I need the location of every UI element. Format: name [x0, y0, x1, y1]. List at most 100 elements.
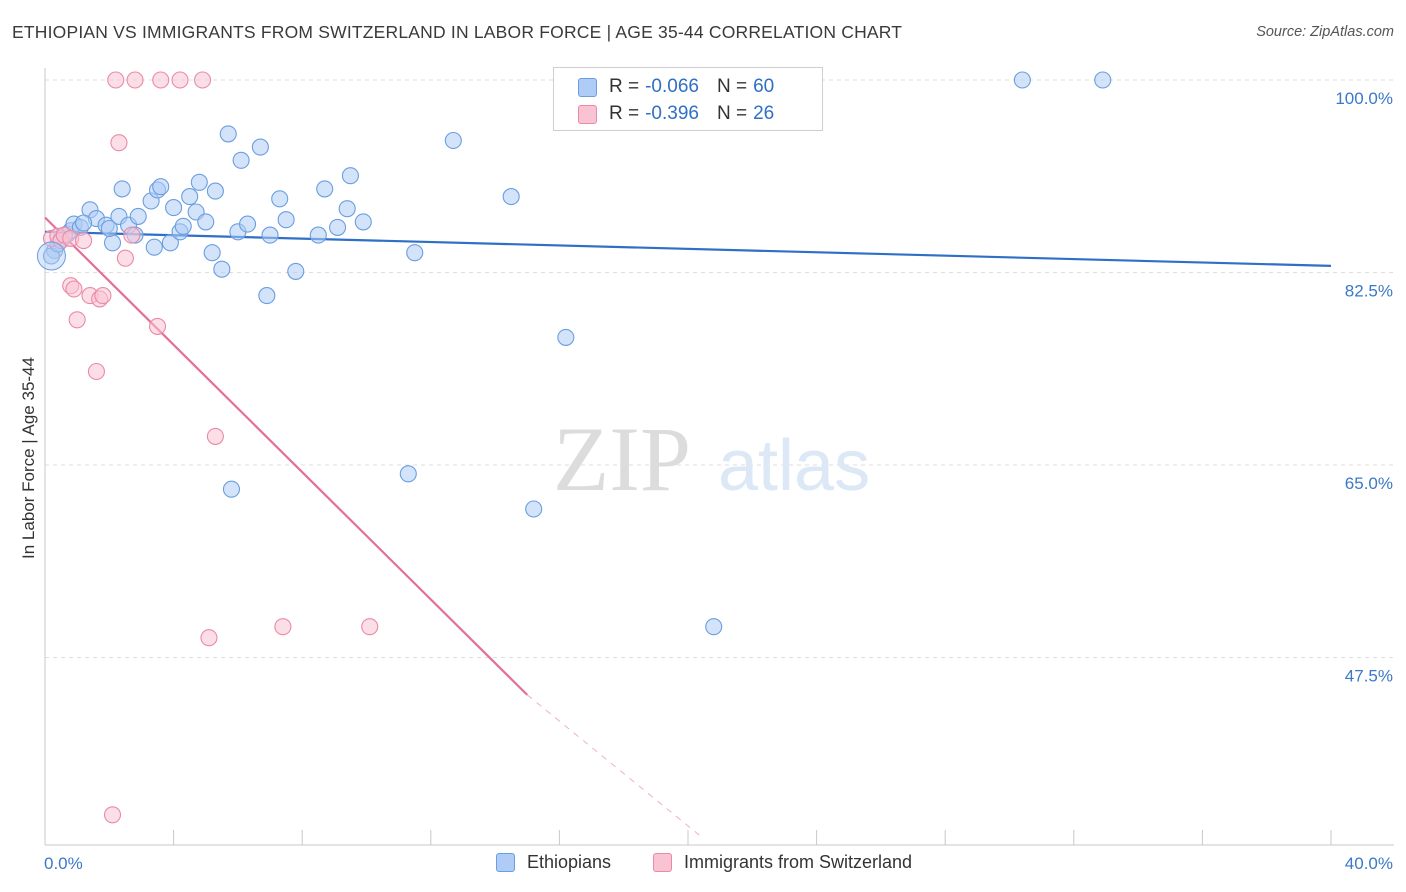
point-ethiopians [1094, 71, 1112, 89]
legend-item-switzerland[interactable]: Immigrants from Switzerland [653, 852, 912, 873]
stats-legend: R = -0.066 N = 60 R = -0.396 N = 26 [553, 67, 823, 131]
series-legend: Ethiopians Immigrants from Switzerland [0, 852, 1406, 878]
point-switzerland [152, 71, 170, 89]
point-switzerland [206, 427, 224, 445]
point-ethiopians [705, 618, 723, 636]
y-tick-label: 65.0% [1345, 474, 1393, 493]
legend-r-label: R = [609, 76, 640, 97]
point-ethiopians [341, 167, 359, 185]
point-ethiopians [444, 131, 462, 150]
legend-r-value: -0.066 [645, 76, 699, 97]
point-ethiopians [557, 328, 575, 346]
point-ethiopians [197, 213, 215, 231]
point-ethiopians [1013, 71, 1031, 89]
point-switzerland [171, 71, 189, 89]
trend-line [44, 216, 529, 696]
point-ethiopians [238, 215, 257, 233]
legend-n-label: N = [716, 103, 748, 124]
legend-n-label: N = [716, 76, 748, 97]
point-switzerland [110, 134, 128, 152]
point-ethiopians [222, 480, 241, 498]
point-switzerland [274, 618, 292, 636]
point-ethiopians [152, 178, 170, 196]
x-tick-label: 0.0% [44, 854, 83, 873]
point-ethiopians [525, 500, 543, 518]
chart-title: ETHIOPIAN VS IMMIGRANTS FROM SWITZERLAND… [12, 22, 903, 42]
legend-swatch-switzerland [653, 853, 672, 872]
gridlines [45, 79, 1394, 658]
point-ethiopians [161, 234, 179, 252]
point-switzerland [107, 71, 125, 89]
point-ethiopians [338, 200, 356, 218]
axes [44, 68, 1394, 846]
trend-lines [44, 216, 1332, 840]
tick-labels: 100.0% 82.5% 65.0% 47.5% 0.0% 40.0% [44, 89, 1393, 873]
point-switzerland [94, 287, 112, 305]
point-switzerland [103, 806, 122, 824]
point-ethiopians [232, 151, 250, 169]
legend-item-ethiopians[interactable]: Ethiopians [496, 852, 611, 873]
point-switzerland [193, 71, 212, 89]
data-points [36, 71, 1112, 824]
y-tick-label: 47.5% [1345, 667, 1393, 686]
legend-row-switzerland: R = -0.396 N = 26 [578, 102, 774, 126]
point-switzerland [200, 629, 218, 647]
point-switzerland [75, 232, 93, 250]
point-ethiopians [75, 214, 93, 232]
source-label: Source: ZipAtlas.com [1256, 24, 1394, 40]
point-ethiopians [129, 207, 147, 225]
legend-swatch-ethiopians [496, 853, 515, 872]
point-ethiopians [203, 244, 221, 262]
point-switzerland [87, 362, 105, 381]
x-tick-label: 40.0% [1345, 854, 1393, 873]
point-ethiopians [309, 226, 327, 244]
point-switzerland [65, 280, 83, 298]
y-tick-label: 100.0% [1335, 89, 1393, 108]
point-switzerland [148, 317, 167, 335]
legend-row-ethiopians: R = -0.066 N = 60 [578, 75, 774, 99]
legend-n-value: 60 [753, 76, 775, 97]
point-switzerland [123, 226, 141, 244]
point-ethiopians [165, 199, 183, 217]
y-tick-label: 82.5% [1345, 282, 1393, 301]
point-ethiopians [190, 173, 208, 191]
point-ethiopians [100, 219, 118, 238]
point-switzerland [361, 618, 379, 636]
watermark-zip: ZIP [553, 408, 691, 510]
point-ethiopians [181, 188, 199, 206]
point-ethiopians [113, 180, 131, 198]
watermark-atlas: atlas [718, 426, 870, 506]
point-ethiopians [174, 217, 192, 235]
point-ethiopians [261, 226, 279, 244]
point-ethiopians [316, 180, 334, 198]
legend-r-label: R = [609, 103, 640, 124]
watermark: ZIP atlas [553, 408, 870, 510]
legend-label-switzerland: Immigrants from Switzerland [684, 852, 913, 872]
point-ethiopians [103, 234, 122, 252]
legend-swatch-ethiopians [578, 77, 597, 97]
trend-line [44, 230, 1332, 267]
point-switzerland [68, 311, 86, 329]
point-ethiopians [251, 138, 269, 156]
legend-swatch-switzerland [578, 104, 597, 124]
legend-label-ethiopians: Ethiopians [527, 852, 612, 872]
point-ethiopians [36, 241, 66, 271]
point-ethiopians [219, 125, 237, 143]
point-ethiopians [502, 188, 520, 206]
y-axis-label: In Labor Force | Age 35-44 [19, 357, 38, 559]
point-ethiopians [329, 218, 347, 236]
point-ethiopians [258, 287, 276, 305]
point-ethiopians [399, 465, 417, 483]
point-ethiopians [271, 190, 289, 208]
point-ethiopians [277, 211, 295, 229]
point-ethiopians [206, 182, 224, 200]
point-switzerland [116, 249, 134, 267]
point-ethiopians [145, 238, 163, 256]
point-switzerland [126, 71, 144, 89]
point-ethiopians [406, 244, 424, 262]
legend-r-value: -0.396 [645, 103, 699, 124]
trend-line-extension [526, 694, 705, 840]
legend-n-value: 26 [753, 103, 775, 124]
point-ethiopians [354, 213, 372, 231]
